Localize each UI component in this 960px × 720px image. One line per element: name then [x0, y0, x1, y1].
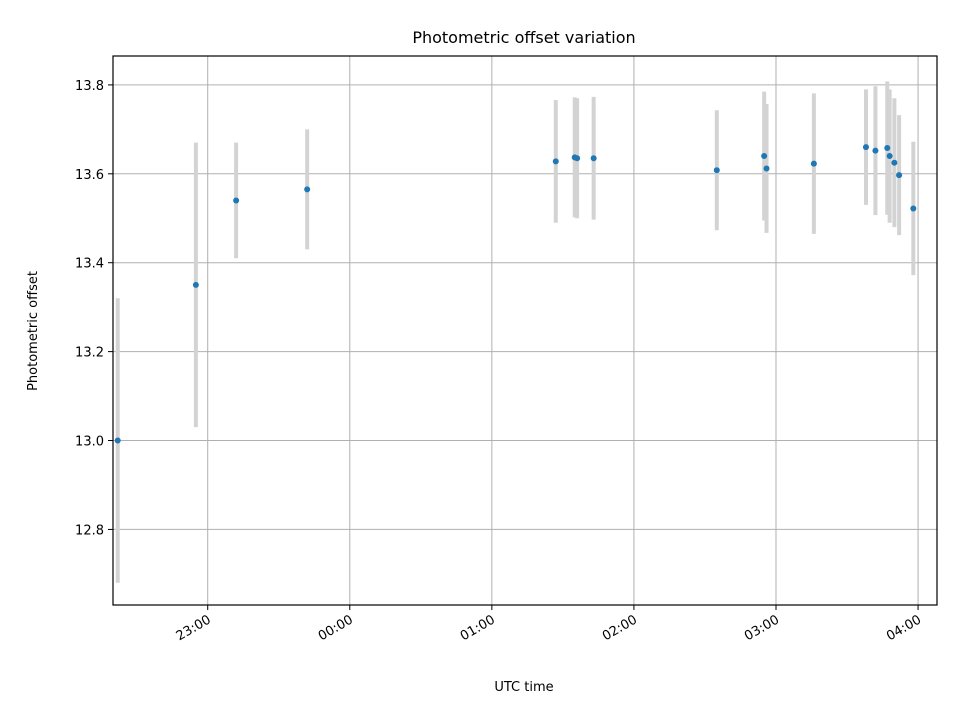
data-point	[574, 155, 581, 162]
x-tick-label: 23:00	[174, 612, 214, 644]
x-tick-label: 03:00	[742, 612, 782, 644]
chart-title: Photometric offset variation	[412, 28, 635, 47]
data-point	[872, 147, 879, 154]
x-axis-label: UTC time	[494, 680, 553, 695]
plot-frame	[112, 55, 938, 606]
data-point	[761, 153, 768, 160]
data-point	[886, 153, 893, 160]
x-axis-ticks: 23:00 00:00 01:00 02:00 03:00 04:00	[174, 605, 924, 644]
data-point	[810, 160, 817, 167]
y-axis-label: Photometric offset	[26, 271, 41, 391]
x-tick-label: 01:00	[458, 612, 498, 644]
data-point	[713, 167, 720, 174]
data-points	[114, 144, 917, 444]
y-tick-label: 12.8	[75, 523, 104, 538]
y-tick-label: 13.8	[75, 79, 104, 94]
data-point	[891, 159, 898, 166]
y-axis-ticks: 12.8 13.0 13.2 13.4 13.6 13.8	[75, 79, 113, 538]
y-tick-label: 13.2	[75, 346, 104, 361]
data-point	[910, 205, 917, 212]
y-tick-label: 13.4	[75, 257, 104, 272]
data-point	[192, 281, 199, 288]
data-point	[862, 144, 869, 151]
y-tick-label: 13.0	[75, 435, 104, 450]
data-point	[552, 158, 559, 165]
data-point	[763, 165, 770, 172]
x-tick-label: 04:00	[884, 612, 924, 644]
grid	[113, 56, 937, 605]
error-bars	[115, 81, 916, 583]
data-point	[114, 437, 121, 444]
x-tick-label: 02:00	[600, 612, 640, 644]
data-point	[233, 197, 240, 204]
x-tick-label: 00:00	[316, 612, 356, 644]
data-point	[896, 172, 903, 179]
y-tick-label: 13.6	[75, 168, 104, 183]
data-point	[590, 155, 597, 162]
data-point	[304, 186, 311, 193]
data-point	[884, 145, 891, 152]
